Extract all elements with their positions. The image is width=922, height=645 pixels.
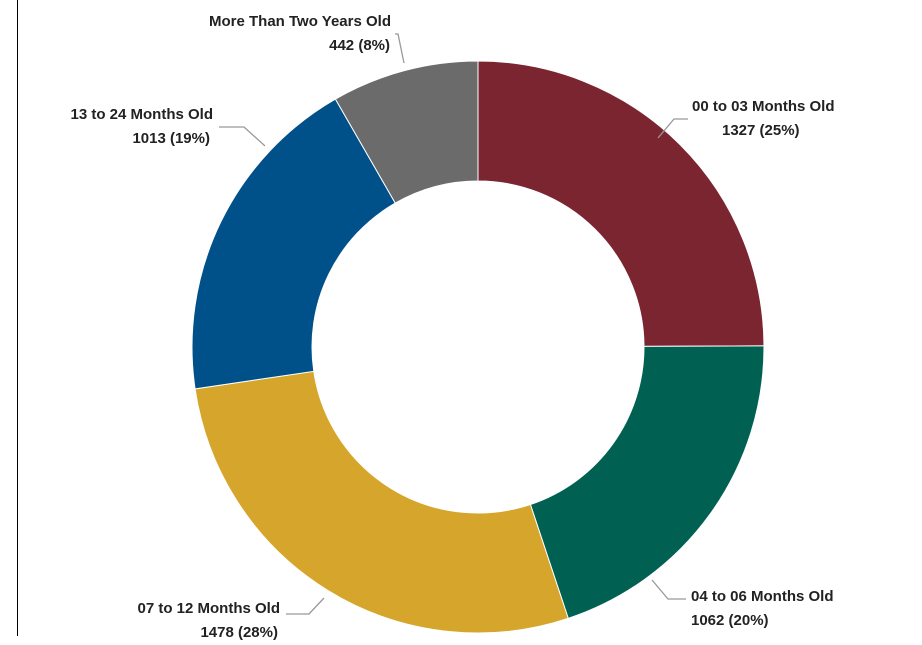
donut-slice bbox=[194, 370, 569, 634]
slice-label: 00 to 03 Months Old bbox=[692, 98, 835, 115]
value-label: 1478 (28%) bbox=[200, 624, 278, 641]
value-label: 1327 (25%) bbox=[722, 122, 800, 139]
leader-line bbox=[651, 579, 686, 600]
slice-label: 04 to 06 Months Old bbox=[691, 588, 834, 605]
donut-slice bbox=[334, 60, 479, 204]
slice-label: More Than Two Years Old bbox=[209, 13, 391, 30]
donut-slice bbox=[477, 60, 765, 347]
value-label: 1062 (20%) bbox=[691, 612, 769, 629]
leader-line bbox=[395, 33, 405, 64]
value-label: 1013 (19%) bbox=[132, 130, 210, 147]
slice-label: 07 to 12 Months Old bbox=[137, 600, 280, 617]
leader-line bbox=[657, 118, 688, 139]
slice-label: 13 to 24 Months Old bbox=[70, 106, 213, 123]
value-label: 442 (8%) bbox=[329, 37, 390, 54]
donut-slice bbox=[191, 98, 396, 390]
leader-line bbox=[286, 597, 325, 615]
donut-slice bbox=[529, 345, 765, 620]
leader-line bbox=[219, 126, 266, 147]
